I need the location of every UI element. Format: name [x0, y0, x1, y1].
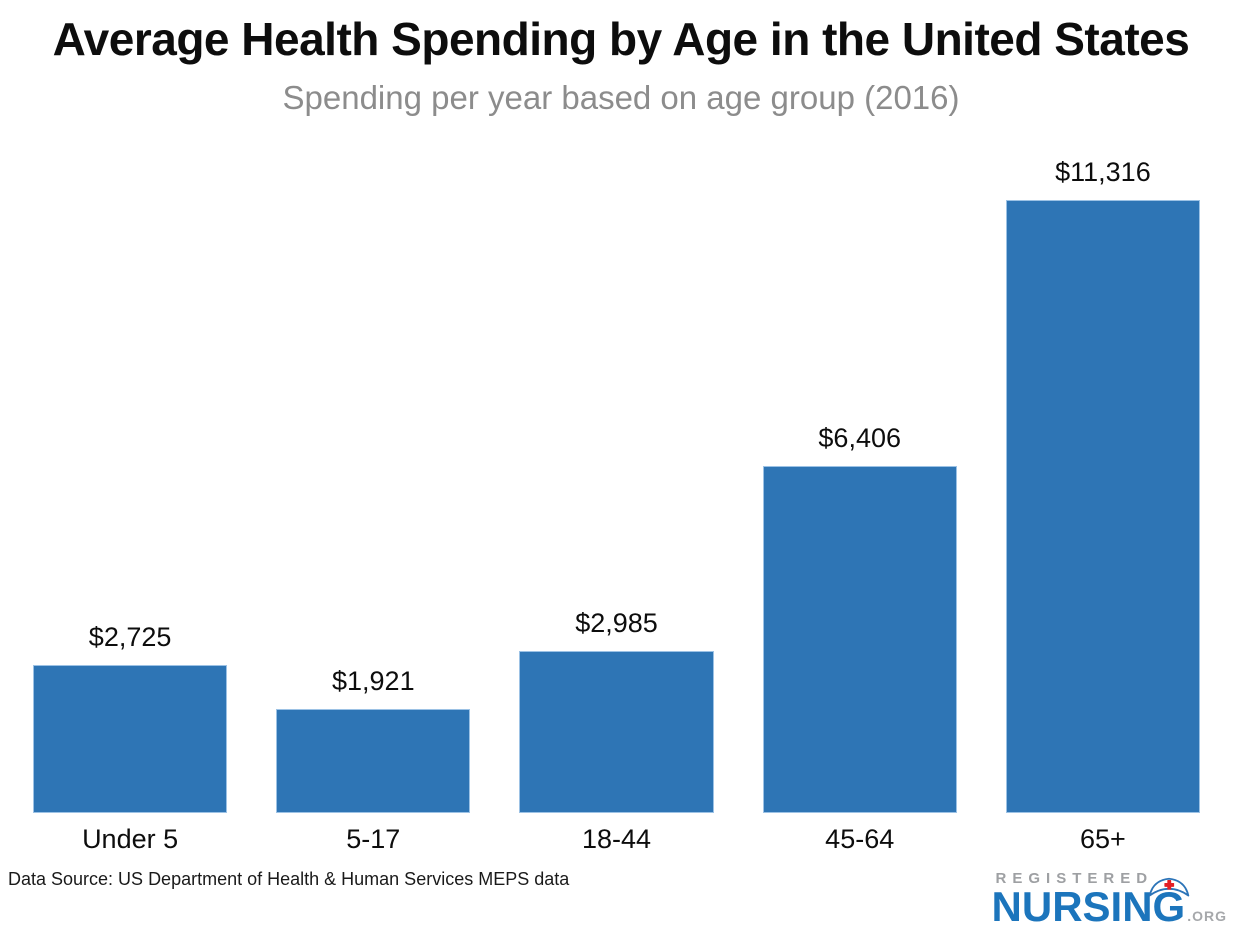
logo-row: NURSING .ORG [992, 877, 1227, 927]
logo-org-text: .ORG [1187, 908, 1227, 924]
bar-value-label: $2,725 [88, 622, 172, 652]
bar [762, 466, 957, 813]
x-axis-label: 45-64 [825, 824, 895, 854]
bar-group: $1,921 [276, 140, 471, 813]
bar-group: $2,725 [33, 140, 228, 813]
chart-subtitle: Spending per year based on age group (20… [282, 79, 960, 116]
bar-group: $6,406 [762, 140, 957, 813]
nurse-cap-icon [1148, 877, 1190, 897]
x-axis-label: Under 5 [82, 824, 179, 854]
x-axis-label: 65+ [1080, 824, 1126, 854]
bar-value-label: $2,985 [575, 608, 658, 638]
logo-registered-text: REGISTERED [995, 870, 1154, 887]
bar-group: $11,316 [1005, 140, 1201, 813]
bar-value-label: $1,921 [332, 666, 415, 696]
bar [1005, 200, 1201, 813]
bar [276, 709, 471, 813]
x-axis-label: 5-17 [346, 824, 401, 854]
bar-plot: $2,725 $1,921 $2,985 $6,406 $11,316 [33, 140, 1201, 813]
x-axis-label: 18-44 [581, 824, 652, 854]
bar-value-label: $11,316 [1055, 157, 1151, 187]
data-source-note: Data Source: US Department of Health & H… [8, 869, 570, 889]
bar-group: $2,985 [519, 140, 714, 813]
x-axis-labels: Under 5 5-17 18-44 45-64 65+ [33, 824, 1200, 855]
bar [519, 651, 714, 813]
bar [33, 665, 228, 813]
bar-value-label: $6,406 [818, 423, 901, 453]
chart-title: Average Health Spending by Age in the Un… [52, 13, 1190, 65]
registerednursing-logo: REGISTERED NURSING .ORG [992, 871, 1227, 927]
